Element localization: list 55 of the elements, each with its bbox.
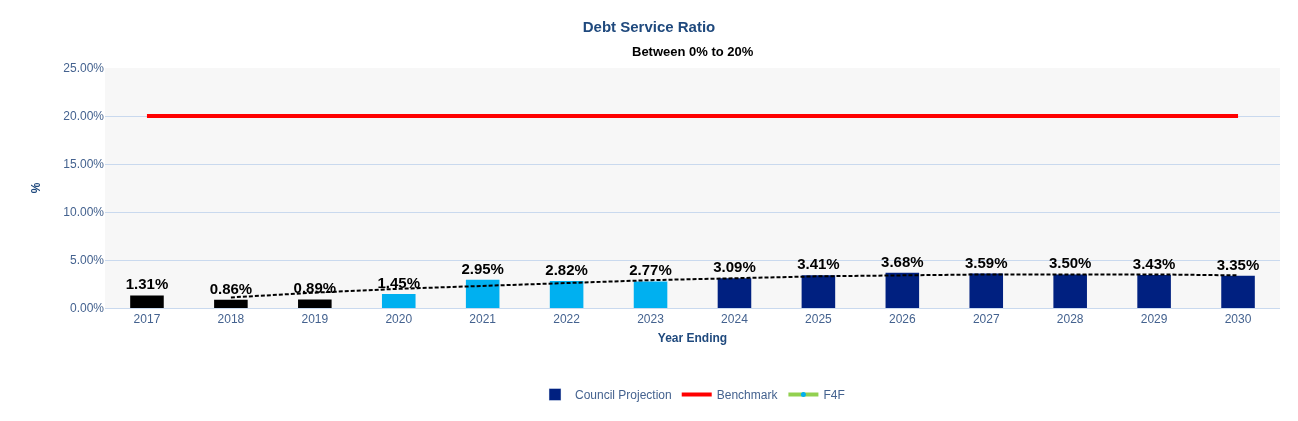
data-label: 2.95% [461,259,504,277]
x-tick-label: 2023 [637,312,665,327]
x-tick-label: 2018 [217,312,245,327]
bar [1221,275,1255,308]
data-label: 1.31% [125,275,169,293]
data-label: 3.59% [964,253,1008,271]
y-tick-label: 15.00% [63,157,105,172]
bar [1137,275,1171,308]
data-label: 3.50% [1048,254,1092,272]
bar [633,281,668,308]
x-tick-label: 2029 [1140,312,1168,327]
chart-title: Debt Service Ratio [582,17,716,35]
y-tick-label: 5.00% [69,253,105,268]
data-label: 3.09% [713,258,756,276]
data-label: 3.41% [797,255,840,273]
bar [214,299,248,308]
bar [885,272,920,308]
y-axis-title: % [28,182,43,194]
chart-subtitle: Between 0% to 20% [632,44,754,59]
data-label: 3.35% [1216,255,1260,273]
bar [465,279,500,308]
bar [298,299,332,308]
x-tick-label: 2021 [469,312,497,327]
bar [801,275,836,308]
legend-label: F4F [823,388,845,403]
y-tick-label: 0.00% [69,301,105,316]
x-tick-label: 2027 [972,312,1000,327]
y-tick-label: 20.00% [63,109,105,124]
data-label: 3.68% [881,252,924,270]
bar [969,273,1004,308]
x-tick-label: 2017 [133,312,161,327]
data-label: 0.86% [209,279,253,297]
data-label: 2.82% [545,260,588,278]
x-tick-label: 2019 [301,312,329,327]
bar [381,294,416,308]
bar [1053,274,1087,308]
data-label: 1.45% [377,274,421,292]
data-label: 0.89% [293,279,337,297]
data-label: 3.43% [1132,255,1176,273]
x-tick-label: 2028 [1056,312,1084,327]
bar [130,295,164,308]
x-tick-label: 2024 [721,312,749,327]
x-axis-title: Year Ending [657,331,728,346]
x-tick-label: 2030 [1224,312,1252,327]
data-label: 2.77% [629,261,672,279]
x-tick-label: 2022 [553,312,581,327]
bar [717,278,752,308]
legend-label: Council Projection [575,388,672,403]
x-tick-label: 2020 [385,312,413,327]
y-tick-label: 25.00% [63,61,105,76]
y-tick-label: 10.00% [63,205,105,220]
x-tick-label: 2025 [805,312,833,327]
x-tick-label: 2026 [888,312,916,327]
legend-label: Benchmark [716,388,779,403]
bar [549,280,584,308]
